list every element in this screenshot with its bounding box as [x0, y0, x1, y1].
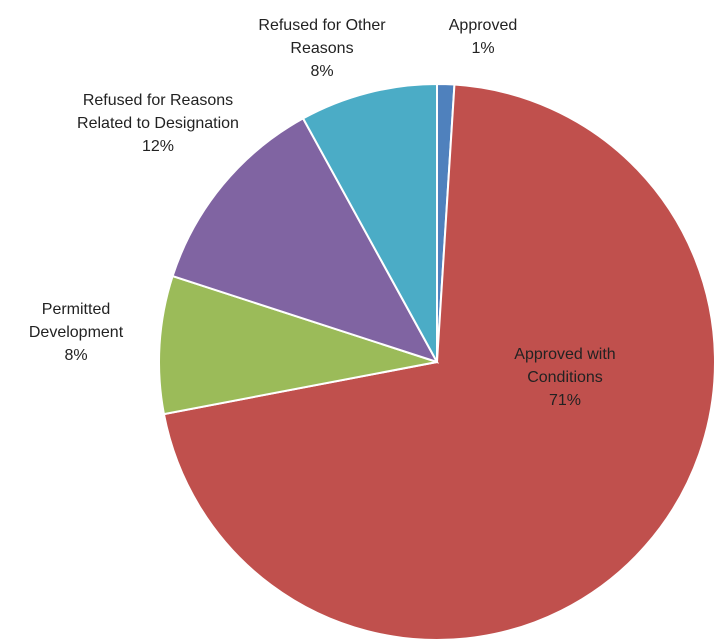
slice-label: Refused for Other Reasons 8%: [247, 14, 397, 83]
slice-label: Approved with Conditions 71%: [490, 343, 640, 412]
category-label: Refused for Other Reasons: [258, 17, 386, 57]
slice-label: Refused for Reasons Related to Designati…: [73, 89, 243, 158]
category-label: Refused for Reasons Related to Designati…: [77, 92, 239, 132]
value-label: 71%: [548, 392, 582, 409]
slice-label: Permitted Development 8%: [11, 298, 141, 367]
slice-label: Approved 1%: [428, 14, 538, 60]
category-label: Approved: [448, 17, 518, 34]
pie-slice: [158, 274, 438, 416]
pie-slice: [171, 117, 440, 364]
category-label: Permitted Development: [28, 301, 124, 341]
value-label: 8%: [64, 347, 88, 364]
value-label: 12%: [141, 138, 175, 155]
value-label: 8%: [310, 63, 334, 80]
value-label: 1%: [471, 40, 495, 57]
category-label: Approved with Conditions: [514, 346, 616, 386]
pie-slice: [301, 82, 438, 363]
pie-slice: [162, 83, 715, 641]
